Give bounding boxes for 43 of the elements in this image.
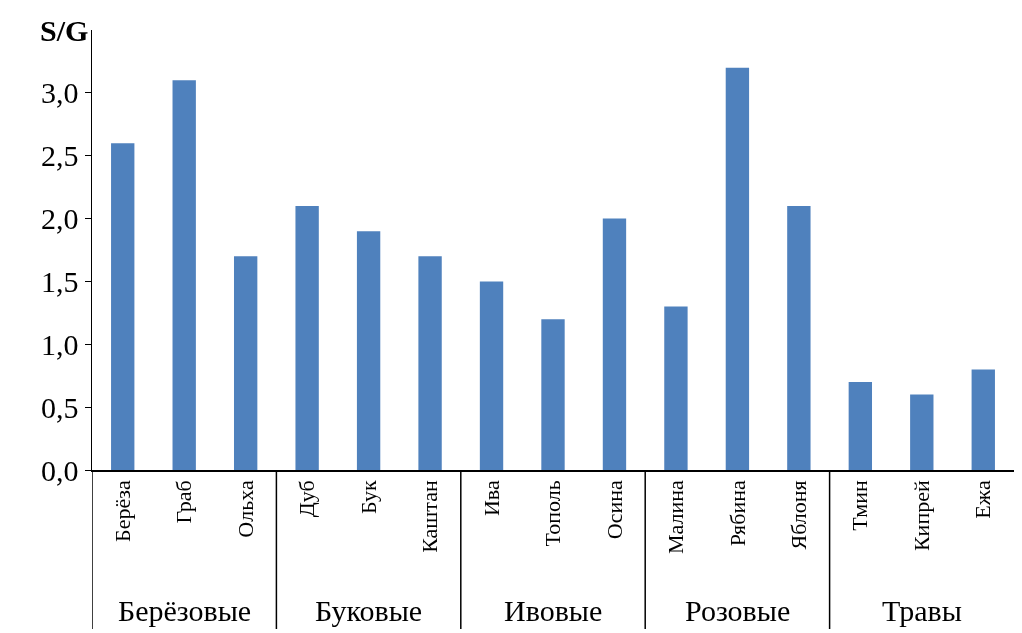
bar xyxy=(111,143,135,470)
x-tick-label: Берёза xyxy=(109,480,135,542)
bar xyxy=(172,80,196,470)
bar xyxy=(910,394,934,470)
text: Берёзовые xyxy=(118,594,252,627)
bar xyxy=(787,206,811,470)
y-tick-label: 2,5 xyxy=(41,139,79,173)
bar xyxy=(356,231,381,470)
x-tick-label: Рябина xyxy=(724,480,750,547)
y-axis-title: S/G xyxy=(40,14,89,47)
x-tick-label: Тополь xyxy=(540,480,566,547)
x-tick-label: Малина xyxy=(663,480,689,555)
bar xyxy=(848,382,873,470)
bar xyxy=(418,256,442,470)
y-tick-label: 3,0 xyxy=(41,76,79,110)
x-tick-label: Бук xyxy=(355,480,381,515)
x-tick-label: Осина xyxy=(601,480,627,540)
x-tick-label: Тмин xyxy=(847,480,873,531)
text: Травы xyxy=(882,594,962,627)
bar xyxy=(295,206,319,470)
y-tick-label: 0,5 xyxy=(41,390,79,424)
x-tick-label: Кипрей xyxy=(908,480,934,552)
x-tick-label: Дуб xyxy=(294,480,320,518)
text: Розовые xyxy=(685,594,791,627)
bar xyxy=(233,256,258,470)
x-tick-label: Ежа xyxy=(970,480,996,519)
text: Буковые xyxy=(315,594,423,627)
x-tick-label: Каштан xyxy=(417,480,443,553)
bar xyxy=(971,369,995,470)
text: Ивовые xyxy=(504,594,603,627)
bar xyxy=(664,306,688,470)
x-tick-label: Ива xyxy=(478,480,504,517)
x-tick-label: Граб xyxy=(171,480,197,524)
x-tick-label: Ольха xyxy=(232,480,258,538)
y-tick-label: 1,5 xyxy=(41,264,79,298)
y-tick-label: 2,0 xyxy=(41,202,79,236)
x-tick-label: Яблоня xyxy=(786,480,812,550)
bar xyxy=(725,67,750,470)
bar xyxy=(479,281,504,470)
bar xyxy=(602,218,627,470)
y-tick-label: 0,0 xyxy=(41,453,79,487)
bar xyxy=(541,319,565,470)
y-tick-label: 1,0 xyxy=(41,327,79,361)
